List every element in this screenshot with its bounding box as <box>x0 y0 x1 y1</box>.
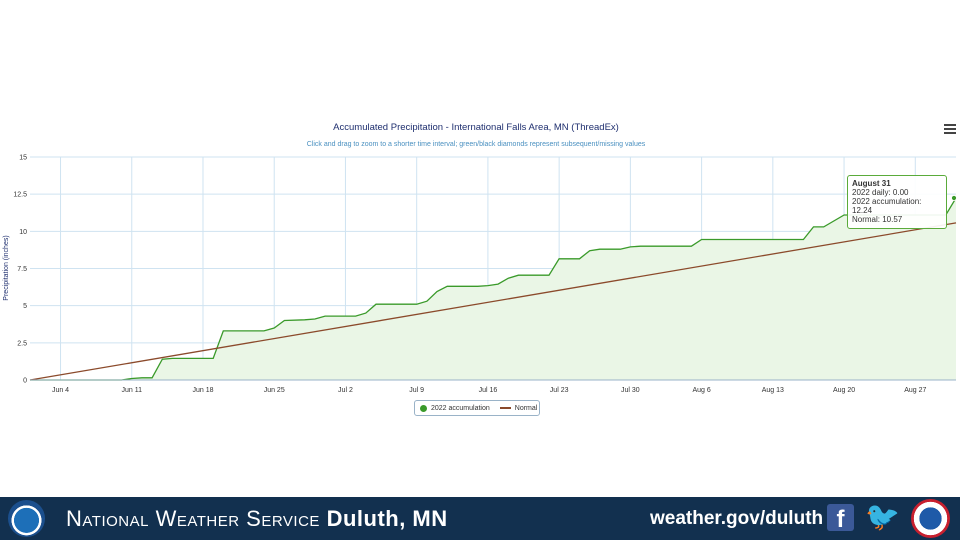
precipitation-chart[interactable]: Accumulated Precipitation - Internationa… <box>0 112 960 422</box>
accumulation-hover-point <box>951 195 957 201</box>
tooltip-normal: Normal: 10.57 <box>852 215 903 224</box>
chart-container: Accumulated Precipitation - Internationa… <box>0 112 960 422</box>
footer-org: National Weather Service Duluth, MN <box>66 506 448 532</box>
y-axis-label: Precipitation (inches) <box>3 235 10 300</box>
tooltip-daily: 2022 daily: 0.00 <box>852 188 909 197</box>
footer-url[interactable]: weather.gov/duluth <box>650 508 824 529</box>
x-tick-label: Jul 23 <box>550 387 569 394</box>
x-tick-label: Jul 16 <box>479 387 498 394</box>
tooltip: August 31 2022 daily: 0.00 2022 accumula… <box>847 175 947 229</box>
y-tick-label: 12.5 <box>13 192 27 199</box>
x-tick-label: Jun 25 <box>264 387 285 394</box>
y-tick-label: 0 <box>23 378 27 385</box>
x-tick-label: Jun 18 <box>192 387 213 394</box>
legend-item-normal[interactable]: Normal <box>514 404 538 412</box>
y-tick-label: 15 <box>19 155 27 162</box>
legend-accumulation-marker <box>420 404 427 412</box>
chart-subtitle: Click and drag to zoom to a shorter time… <box>307 141 646 148</box>
accumulation-area <box>30 198 956 380</box>
twitter-icon[interactable]: 🐦 <box>865 501 900 532</box>
x-tick-label: Jun 4 <box>52 387 69 394</box>
area-layer <box>30 198 956 380</box>
y-tick-label: 5 <box>23 303 27 310</box>
x-tick-label: Jun 11 <box>122 387 143 394</box>
x-tick-label: Aug 6 <box>692 387 710 394</box>
chart-legend: 2022 accumulation Normal <box>414 400 540 416</box>
y-tick-label: 2.5 <box>17 340 27 347</box>
x-tick-label: Aug 27 <box>904 387 926 394</box>
x-tick-label: Jul 9 <box>409 387 424 394</box>
axis-layer: 0 2.5 5 7.5 10 12.5 15 Jun 4 Jun 11 Jun 18 Jun 25 J… <box>13 155 956 394</box>
noaa-logo <box>8 500 45 537</box>
x-tick-label: Aug 20 <box>833 387 855 394</box>
nws-logo <box>911 499 950 538</box>
footer-city: Duluth, MN <box>326 506 448 531</box>
footer-banner: National Weather Service Duluth, MN weat… <box>0 497 960 540</box>
tooltip-accumulation: 2022 accumulation: 12.24 <box>852 197 922 215</box>
footer-org-name: National Weather Service <box>66 506 320 531</box>
chart-title: Accumulated Precipitation - Internationa… <box>333 122 619 133</box>
legend-item-accumulation[interactable]: 2022 accumulation <box>431 404 490 412</box>
series-line-normal <box>29 222 957 381</box>
x-tick-label: Jul 2 <box>338 387 353 394</box>
chart-menu-button[interactable] <box>944 124 956 134</box>
line-layer <box>29 195 957 381</box>
legend-normal-marker <box>499 407 511 409</box>
x-tick-label: Jul 30 <box>621 387 640 394</box>
y-tick-label: 7.5 <box>17 266 27 273</box>
tooltip-date: August 31 <box>852 179 891 188</box>
y-tick-label: 10 <box>19 229 27 236</box>
x-tick-label: Aug 13 <box>762 387 784 394</box>
series-line-accumulation <box>30 197 957 381</box>
facebook-icon[interactable]: f <box>827 504 854 533</box>
